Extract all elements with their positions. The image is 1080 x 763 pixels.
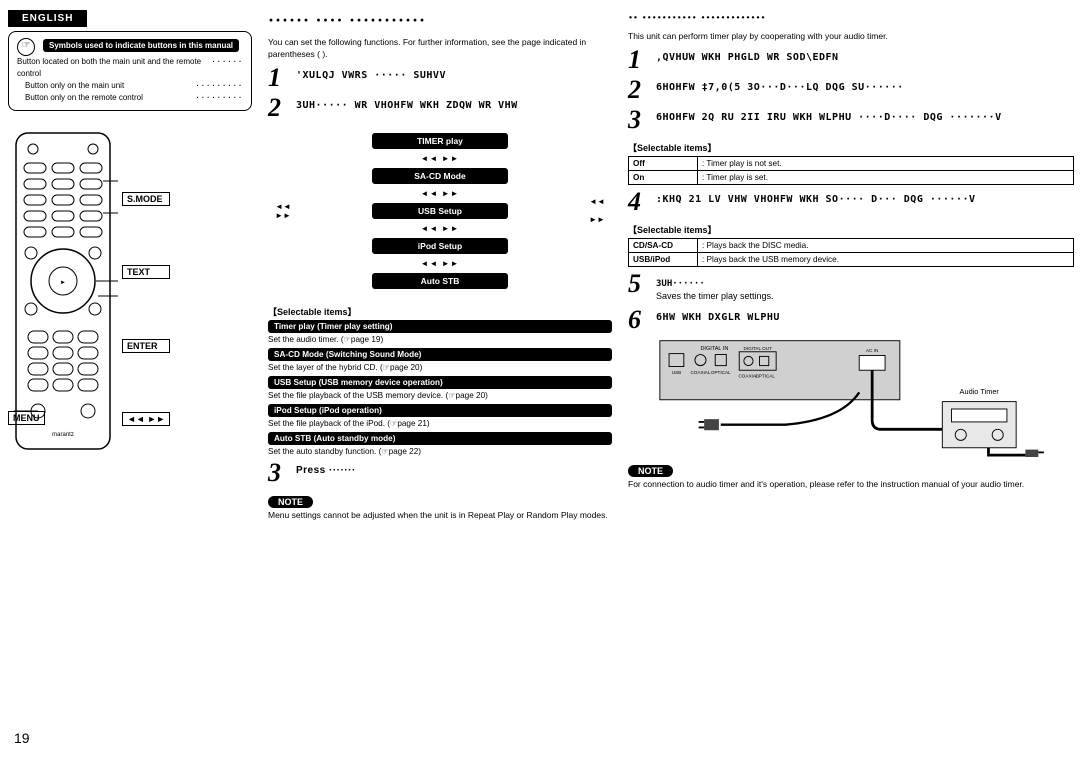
note-text: For connection to audio timer and it's o… (628, 479, 1072, 491)
remote-label-enter: ENTER (122, 339, 170, 353)
remote-callout-labels: S.MODE TEXT ENTER ◄◄ ►► (118, 171, 170, 451)
middle-column: ······ ···· ··········· You can set the … (260, 0, 620, 763)
svg-text:marantz: marantz (52, 432, 74, 438)
remote-icon: ► marantz (8, 131, 118, 451)
remote-label-text: TEXT (122, 265, 170, 279)
r-step-3: 36HOHFW 2Q RU 2II IRU WKH WLPHU ····D···… (628, 107, 1072, 133)
rear-panel-diagram: DIGITAL IN USB COAXIAL OPTICAL DIGITAL O… (628, 337, 1072, 457)
sel-item-title: Auto STB (Auto standby mode) (268, 432, 612, 445)
svg-text:COAXIAL: COAXIAL (690, 370, 710, 375)
r-step-5: 53UH······Saves the timer play settings. (628, 271, 1072, 303)
subsection-intro: This unit can perform timer play by coop… (628, 31, 1072, 43)
r-step-4: 4:KHQ 21 LV VHW VHOHFW WKH SO···· D··· D… (628, 189, 1072, 215)
section-intro: You can set the following functions. For… (268, 37, 612, 61)
flow-arrows: ◄◄ ►► (298, 259, 582, 268)
left-column: ENGLISH ☞ Symbols used to indicate butto… (0, 0, 260, 763)
legend-row: Button located on both the main unit and… (17, 56, 243, 80)
right-column: ·· ··········· ············· This unit c… (620, 0, 1080, 763)
legend-row: Button only on the main unit········· (17, 80, 243, 92)
menu-item: Auto STB (372, 273, 508, 289)
subsection-title: ·· ··········· ············· (628, 10, 1072, 27)
flow-arrows: ◄◄ ►► (298, 189, 582, 198)
selectable-items-header: 【Selectable items】 (628, 141, 1072, 154)
step-2: 23UH····· WR VHOHFW WKH ZDQW WR VHW (268, 95, 612, 121)
language-tab: ENGLISH (8, 10, 87, 27)
sel-item-desc: Set the auto standby function. (☞page 22… (268, 446, 612, 456)
sel-item-title: SA-CD Mode (Switching Sound Mode) (268, 348, 612, 361)
svg-text:Audio Timer: Audio Timer (960, 387, 1000, 396)
menu-item: SA-CD Mode (372, 168, 508, 184)
note-label: NOTE (628, 465, 673, 477)
note-label: NOTE (268, 496, 313, 508)
symbols-legend-header: Symbols used to indicate buttons in this… (43, 39, 239, 52)
svg-text:OPTICAL: OPTICAL (755, 374, 775, 379)
sel-item-title: USB Setup (USB memory device operation) (268, 376, 612, 389)
symbols-legend-box: ☞ Symbols used to indicate buttons in th… (8, 31, 252, 111)
r-step-1: 1,QVHUW WKH PHGLD WR SOD\EDFN (628, 47, 1072, 73)
selectable-items-table: CD/SA-CD: Plays back the DISC media. USB… (628, 238, 1074, 267)
note-text: Menu settings cannot be adjusted when th… (268, 510, 612, 522)
sel-item-title: Timer play (Timer play setting) (268, 320, 612, 333)
section-title: ······ ···· ··········· (268, 10, 612, 31)
hand-icon: ☞ (17, 38, 35, 56)
step-3: 3Press ······· (268, 460, 612, 486)
remote-label-smode: S.MODE (122, 192, 170, 206)
step-1: 1'XULQJ VWRS ····· SUHVV (268, 65, 612, 91)
menu-item: USB Setup (372, 203, 508, 219)
flow-arrows: ◄◄ ►► (298, 154, 582, 163)
menu-flow-diagram: ◄◄►► TIMER play ◄◄ ►► SA-CD Mode ◄◄ ►► U… (268, 125, 612, 297)
selectable-items-header: 【Selectable items】 (628, 223, 1072, 236)
sel-item-desc: Set the file playback of the USB memory … (268, 390, 612, 400)
sel-item-title: iPod Setup (iPod operation) (268, 404, 612, 417)
sel-item-desc: Set the file playback of the iPod. (☞pag… (268, 418, 612, 428)
svg-text:AC IN: AC IN (866, 348, 878, 353)
legend-row: Button only on the remote control·······… (17, 92, 243, 104)
flow-side-right: ◄◄►► (582, 197, 612, 224)
selectable-items-header: 【Selectable items】 (268, 305, 612, 318)
page-number: 19 (14, 730, 30, 746)
sel-item-desc: Set the audio timer. (☞page 19) (268, 334, 612, 344)
remote-label-seek: ◄◄ ►► (122, 412, 170, 426)
svg-text:DIGITAL IN: DIGITAL IN (700, 346, 728, 352)
svg-text:USB: USB (672, 370, 681, 375)
svg-text:DIGITAL OUT: DIGITAL OUT (743, 346, 772, 351)
selectable-items-table: Off: Timer play is not set. On: Timer pl… (628, 156, 1074, 185)
svg-text:OPTICAL: OPTICAL (711, 370, 731, 375)
flow-arrows: ◄◄ ►► (298, 224, 582, 233)
menu-item: iPod Setup (372, 238, 508, 254)
sel-item-desc: Set the layer of the hybrid CD. (☞page 2… (268, 362, 612, 372)
remote-label-menu: MENU (8, 411, 45, 425)
r-step-2: 26HOHFW ‡7,0(5 3O···D···LQ DQG SU······ (628, 77, 1072, 103)
r-step-6: 66HW WKH DXGLR WLPHU (628, 307, 1072, 333)
svg-text:►: ► (60, 280, 66, 286)
remote-control-diagram: ► marantz S.MODE (8, 131, 252, 451)
flow-side-left: ◄◄►► (268, 202, 298, 220)
menu-item: TIMER play (372, 133, 508, 149)
